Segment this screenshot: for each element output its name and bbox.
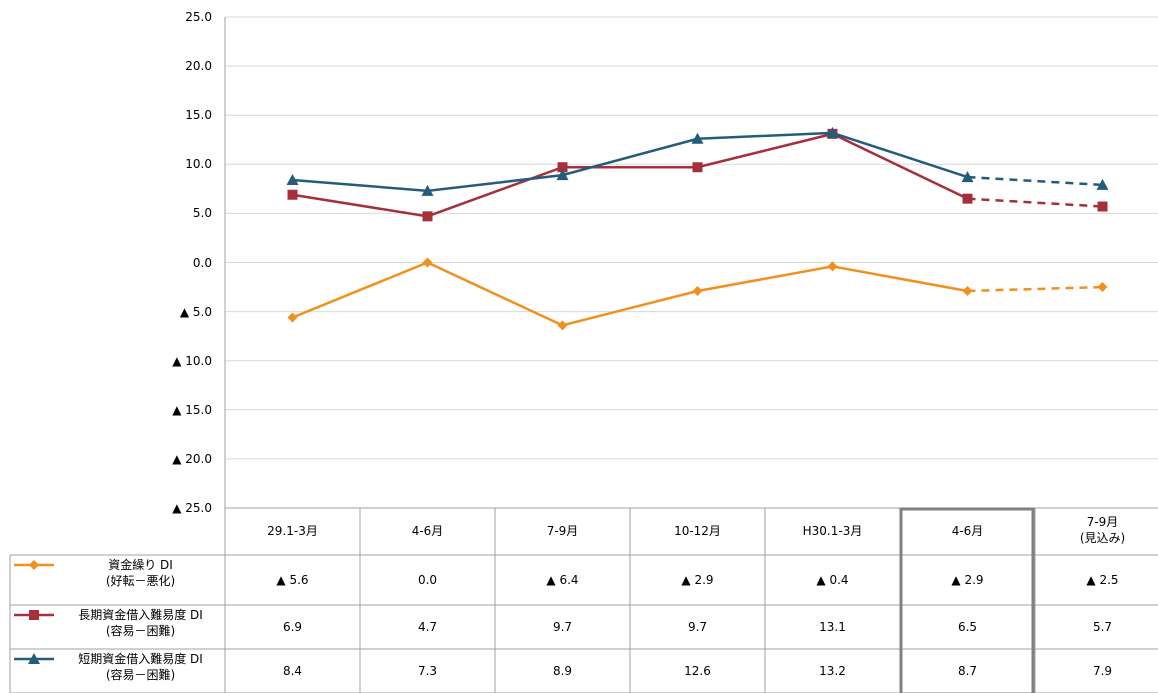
data-label: 6.5 <box>957 620 978 634</box>
y-tick-label: 25.0 <box>185 10 212 24</box>
data-label: ▲ 6.4 <box>546 573 579 587</box>
data-label: 9.7 <box>687 620 708 634</box>
x-tick-label: 10-12月 <box>674 524 721 538</box>
x-tick-label: 7-9月 <box>546 524 579 538</box>
data-label: 13.1 <box>819 620 846 634</box>
data-label: ▲ 2.9 <box>951 573 984 587</box>
x-tick-label: H30.1-3月 <box>802 524 863 538</box>
marker <box>1096 178 1109 190</box>
y-tick-label: ▲ 15.0 <box>172 402 212 417</box>
marker <box>691 132 704 144</box>
y-tick-label: 5.0 <box>192 206 212 221</box>
y-tick-label: ▲ 5.0 <box>179 304 212 319</box>
marker <box>422 257 433 268</box>
marker <box>827 261 838 272</box>
legend-marker <box>29 560 39 570</box>
data-label: 6.9 <box>282 620 303 634</box>
marker <box>826 126 839 138</box>
legend-label: 短期資金借入難易度 DI (容易－困難) <box>78 652 203 682</box>
marker <box>421 184 434 196</box>
marker <box>557 320 568 331</box>
marker <box>422 211 433 222</box>
legend-marker <box>29 610 39 620</box>
marker <box>287 312 298 323</box>
data-label: 8.9 <box>552 664 573 678</box>
data-label: 7.3 <box>417 664 438 678</box>
series-line <box>292 261 968 327</box>
data-label: ▲ 5.6 <box>276 573 309 587</box>
data-label: ▲ 0.4 <box>816 573 849 587</box>
marker <box>557 162 568 173</box>
series-line <box>967 175 1103 187</box>
y-tick-label: 10.0 <box>185 157 212 172</box>
legend-marker <box>28 653 40 664</box>
series-line <box>967 197 1103 208</box>
data-label: 8.7 <box>957 664 978 678</box>
data-label: ▲ 2.5 <box>1086 573 1119 587</box>
marker <box>556 169 569 181</box>
data-label: 8.4 <box>282 664 303 678</box>
marker <box>692 285 703 296</box>
data-label: 12.6 <box>684 664 711 678</box>
marker <box>692 162 703 173</box>
data-label: 5.7 <box>1092 620 1113 634</box>
marker <box>287 189 298 200</box>
legend-label: 長期資金借入難易度 DI (容易－困難) <box>78 608 203 638</box>
marker <box>962 193 973 204</box>
x-tick-label: 4-6月 <box>411 524 444 538</box>
marker <box>962 285 973 296</box>
marker <box>286 174 299 186</box>
highlight-box <box>899 507 1035 693</box>
marker <box>1097 201 1108 212</box>
series-line <box>292 131 968 193</box>
marker <box>1097 282 1108 293</box>
y-tick-label: ▲ 20.0 <box>172 451 212 466</box>
series-line <box>292 132 969 218</box>
series-line <box>967 285 1103 293</box>
x-tick-label: 29.1-3月 <box>267 524 318 538</box>
data-label: 0.0 <box>417 573 438 587</box>
y-tick-label: 15.0 <box>185 108 212 123</box>
marker <box>961 171 974 183</box>
data-label: 13.2 <box>819 664 846 678</box>
data-label: 4.7 <box>417 620 438 634</box>
y-tick-label: ▲ 25.0 <box>172 501 212 515</box>
data-label: ▲ 2.9 <box>681 573 714 587</box>
y-tick-label: ▲ 10.0 <box>172 353 212 368</box>
x-tick-label: 7-9月 (見込み) <box>1079 515 1126 545</box>
data-label: 9.7 <box>552 620 573 634</box>
data-label: 7.9 <box>1092 664 1113 678</box>
y-tick-label: 0.0 <box>192 255 212 270</box>
legend-label: 資金繰り DI (好転－悪化) <box>105 558 176 588</box>
x-tick-label: 4-6月 <box>951 524 984 538</box>
y-tick-label: 20.0 <box>185 59 212 74</box>
